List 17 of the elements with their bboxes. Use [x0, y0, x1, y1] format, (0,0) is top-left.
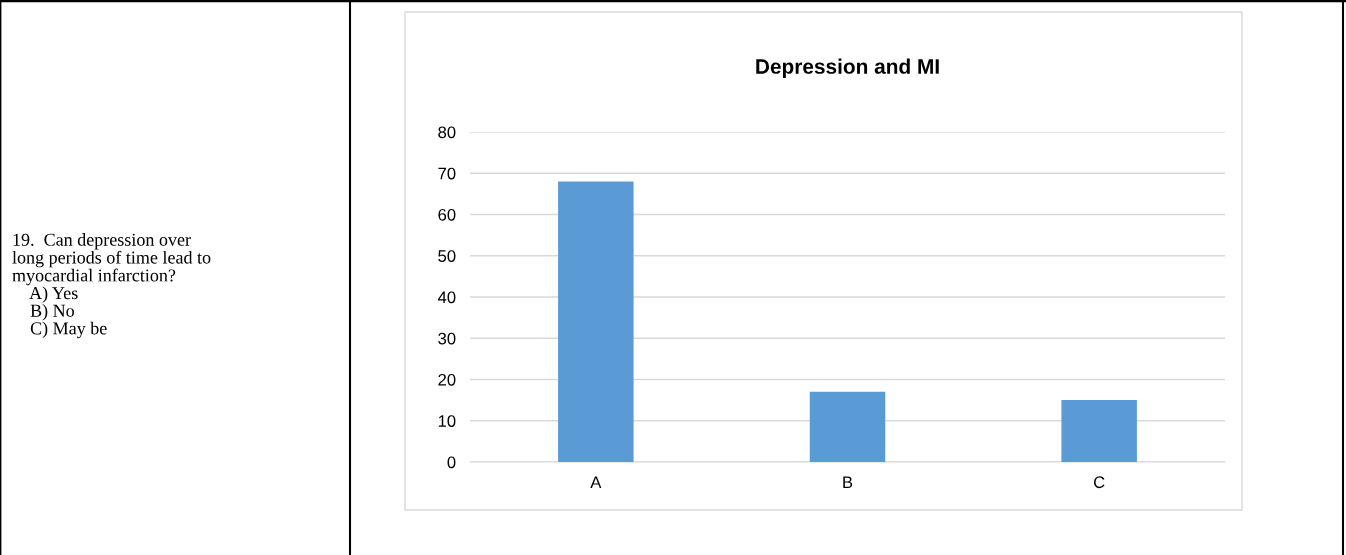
- bar: [1061, 400, 1137, 462]
- bar: [809, 391, 886, 462]
- y-tick-label: 40: [437, 291, 456, 304]
- y-tick-label: 80: [438, 126, 456, 139]
- bar: [558, 181, 634, 462]
- y-tick-label: 60: [438, 208, 456, 221]
- y-tick-label: 20: [438, 373, 456, 386]
- y-tick-label: 0: [447, 456, 456, 469]
- text: 19. Can depression over long periods of time lead to myocardial infarction? A) Yes B) No C) May be: [12, 233, 211, 339]
- y-tick-label: 50: [438, 250, 456, 262]
- y-tick-label: 70: [438, 167, 456, 180]
- x-tick-label: A: [590, 476, 602, 488]
- y-tick-label: 30: [438, 332, 456, 345]
- y-tick-label: 10: [438, 415, 456, 427]
- x-tick-label: B: [843, 476, 853, 488]
- chart-title: Depression and MI: [756, 58, 939, 78]
- x-tick-label: C: [1093, 476, 1105, 489]
